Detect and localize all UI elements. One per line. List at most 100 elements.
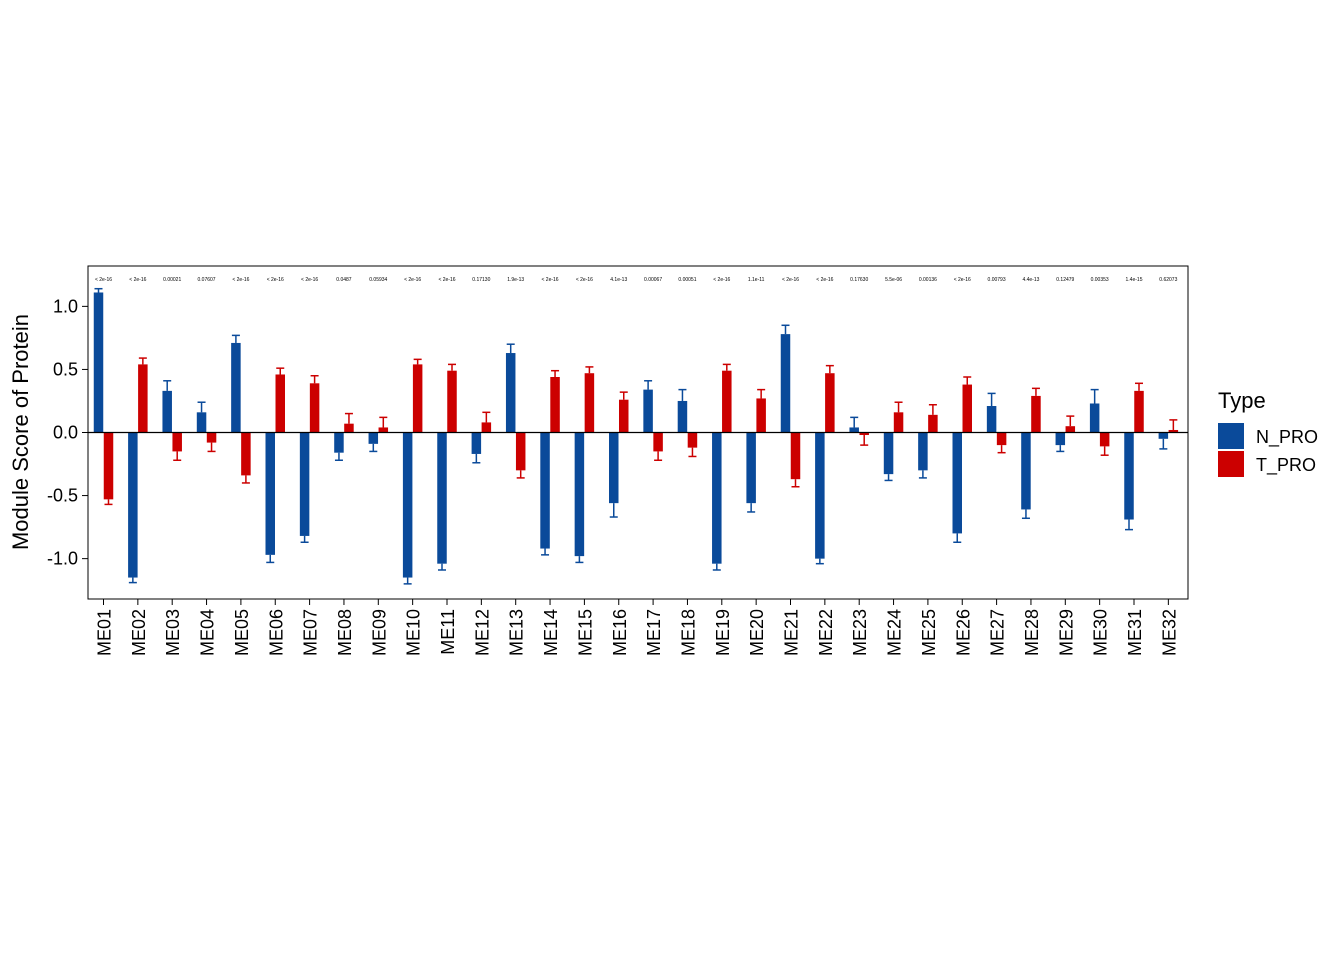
p-value-label: < 2e-16: [438, 277, 455, 283]
x-tick-label: ME29: [1056, 609, 1076, 656]
bar-t-pro-me03: [172, 432, 182, 452]
p-value-label: 0.05934: [369, 277, 387, 283]
p-value-label: 1.1e-11: [748, 277, 765, 283]
p-value-label: 0.12479: [1056, 277, 1074, 283]
p-value-label: 0.0487: [336, 277, 352, 283]
bar-n-pro-me03: [162, 390, 172, 433]
legend-label-n-pro: N_PRO: [1256, 427, 1318, 448]
bar-n-pro-me15: [574, 432, 585, 557]
legend-label-t-pro: T_PRO: [1256, 455, 1316, 476]
bar-t-pro-me27: [996, 432, 1007, 446]
x-tick-label: ME25: [919, 609, 939, 656]
x-tick-label: ME21: [782, 609, 802, 656]
bar-t-pro-me04: [206, 432, 217, 443]
bar-t-pro-me22: [825, 373, 835, 433]
x-tick-label: ME23: [850, 609, 870, 656]
p-value-label: < 2e-16: [95, 277, 112, 283]
x-tick-label: ME19: [713, 609, 733, 656]
bar-n-pro-me30: [1089, 403, 1100, 433]
x-tick-label: ME28: [1022, 609, 1042, 656]
p-value-label: < 2e-16: [576, 277, 593, 283]
bar-t-pro-me06: [275, 374, 285, 433]
bar-t-pro-me05: [241, 432, 251, 476]
x-tick-label: ME11: [438, 609, 458, 655]
legend-swatch-n-pro: [1218, 423, 1244, 449]
p-value-label: 4.4e-13: [1022, 277, 1039, 283]
bar-t-pro-me02: [138, 364, 148, 433]
bar-n-pro-me17: [643, 389, 653, 433]
x-tick-label: ME01: [95, 609, 115, 656]
p-value-label: < 2e-16: [713, 277, 730, 283]
y-tick-label: -1.0: [47, 549, 78, 569]
bar-t-pro-me18: [687, 432, 698, 448]
p-value-label: < 2e-16: [954, 277, 971, 283]
bar-t-pro-me31: [1134, 390, 1144, 433]
bar-t-pro-me14: [550, 377, 560, 433]
x-tick-label: ME06: [266, 609, 286, 656]
bar-t-pro-me32: [1168, 429, 1179, 433]
bar-n-pro-me27: [986, 406, 997, 433]
x-tick-label: ME03: [163, 609, 183, 656]
p-value-label: 5.5e-06: [885, 277, 902, 283]
bar-t-pro-me07: [309, 383, 320, 433]
x-tick-label: ME08: [335, 609, 355, 656]
x-tick-label: ME31: [1125, 609, 1145, 656]
x-tick-label: ME16: [610, 609, 630, 656]
p-value-label: 0.17130: [472, 277, 490, 283]
x-tick-label: ME07: [301, 609, 321, 656]
y-tick-label: 0.5: [53, 359, 78, 379]
p-value-label: < 2e-16: [816, 277, 833, 283]
bar-t-pro-me21: [790, 432, 801, 480]
p-value-label: 0.17630: [850, 277, 868, 283]
x-tick-label: ME30: [1091, 609, 1111, 656]
bar-n-pro-me20: [746, 432, 756, 504]
bar-t-pro-me01: [103, 432, 114, 500]
bar-n-pro-me10: [402, 432, 413, 578]
x-tick-label: ME18: [678, 609, 698, 656]
p-value-label: 0.00051: [678, 277, 696, 283]
p-value-label: 4.1e-13: [610, 277, 627, 283]
x-tick-label: ME17: [644, 609, 664, 656]
p-value-label: < 2e-16: [541, 277, 558, 283]
bar-t-pro-me30: [1099, 432, 1110, 447]
p-value-label: < 2e-16: [267, 277, 284, 283]
p-value-label: < 2e-16: [301, 277, 318, 283]
bar-t-pro-me25: [928, 414, 938, 433]
x-tick-label: ME12: [472, 609, 492, 656]
x-tick-label: ME02: [129, 609, 149, 656]
bar-n-pro-me11: [437, 432, 447, 564]
p-value-label: 0.07607: [198, 277, 216, 283]
bar-n-pro-me12: [471, 432, 482, 454]
bar-n-pro-me21: [780, 334, 791, 433]
bar-n-pro-me19: [712, 432, 722, 564]
bar-n-pro-me28: [1021, 432, 1031, 510]
bar-t-pro-me17: [653, 432, 663, 452]
bar-n-pro-me09: [368, 432, 379, 444]
bar-n-pro-me24: [883, 432, 894, 475]
bar-n-pro-me31: [1124, 432, 1134, 520]
p-value-label: 0.00021: [163, 277, 181, 283]
bar-t-pro-me10: [412, 364, 423, 433]
p-value-label: 0.00067: [644, 277, 662, 283]
y-axis-title: Module Score of Protein: [8, 314, 33, 550]
bar-t-pro-me26: [962, 384, 972, 433]
bar-t-pro-me24: [893, 412, 904, 433]
p-value-label: 0.00793: [988, 277, 1006, 283]
bar-n-pro-me25: [918, 432, 928, 471]
bar-n-pro-me01: [93, 292, 104, 433]
bar-t-pro-me16: [619, 399, 629, 433]
p-value-label: < 2e-16: [232, 277, 249, 283]
bar-n-pro-me26: [952, 432, 962, 534]
bar-n-pro-me05: [231, 342, 241, 433]
x-tick-label: ME24: [885, 609, 905, 656]
bar-t-pro-me15: [584, 373, 595, 433]
x-tick-label: ME14: [541, 609, 561, 656]
x-tick-label: ME04: [198, 609, 218, 656]
x-tick-label: ME13: [507, 609, 527, 656]
bar-n-pro-me08: [334, 432, 344, 453]
bar-n-pro-me22: [815, 432, 825, 559]
x-tick-label: ME05: [232, 609, 252, 656]
bar-n-pro-me16: [609, 432, 619, 504]
bar-t-pro-me09: [378, 427, 389, 433]
